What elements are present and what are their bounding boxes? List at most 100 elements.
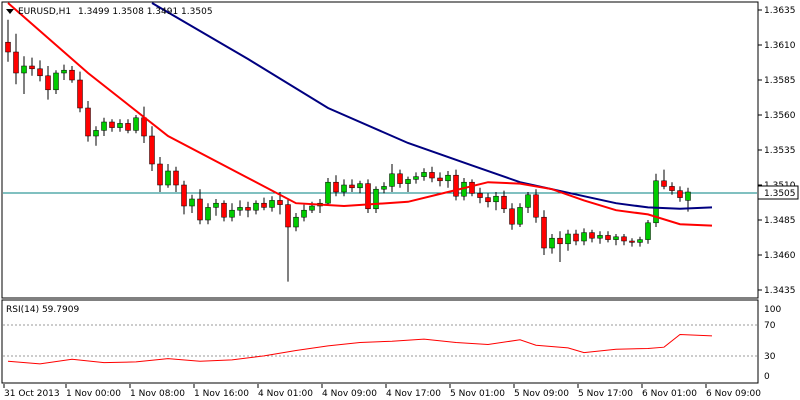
candle-bull xyxy=(413,176,419,180)
candle-bull xyxy=(229,209,235,218)
candle-bear xyxy=(109,121,115,128)
candle-bear xyxy=(5,41,11,53)
candle-bull xyxy=(93,130,99,137)
candle-bear xyxy=(277,200,283,205)
current-price-marker xyxy=(757,185,799,200)
candle-bear xyxy=(173,170,179,186)
candle-bear xyxy=(77,79,83,109)
candle-bull xyxy=(685,191,691,201)
price-tick-label: 1.3435 xyxy=(764,286,796,296)
candle-bull xyxy=(213,202,219,208)
candle-bull xyxy=(525,194,531,208)
candle-bull xyxy=(597,235,603,239)
candle-bear xyxy=(197,198,203,221)
time-tick: 31 Oct 2013 xyxy=(3,384,60,399)
candle-bear xyxy=(589,232,595,239)
time-tick-label: 4 Nov 01:00 xyxy=(258,389,313,399)
candle-bull xyxy=(53,72,59,91)
candle-bull xyxy=(653,180,659,224)
rsi-panel[interactable]: RSI(14) 59.7909 xyxy=(1,299,759,384)
candle-bear xyxy=(125,123,131,131)
price-tick-label: 1.3585 xyxy=(764,76,796,86)
candle-bear xyxy=(45,75,51,91)
candle-bear xyxy=(509,208,515,225)
candle-bear xyxy=(541,216,547,249)
candle-bull xyxy=(493,195,499,203)
time-tick-label: 5 Nov 09:00 xyxy=(514,389,569,399)
rsi-tick-label: 70 xyxy=(764,321,776,331)
candle-bear xyxy=(621,236,627,242)
candle-bull xyxy=(61,69,67,74)
candles-layer xyxy=(5,19,691,282)
candle-bear xyxy=(661,180,667,187)
candle-bear xyxy=(365,183,371,210)
candle-bull xyxy=(341,184,347,193)
candle-bear xyxy=(501,195,507,210)
candle-bear xyxy=(557,237,563,245)
price-tick-label: 1.3610 xyxy=(764,41,796,51)
candle-bear xyxy=(397,173,403,184)
candle-bull xyxy=(549,237,555,249)
price-tick-1585: 1.3585 xyxy=(758,76,796,86)
candle-bear xyxy=(437,177,443,182)
rsi-title: RSI(14) 59.7909 xyxy=(6,305,79,315)
candle-bull xyxy=(325,181,331,204)
candle-bull xyxy=(613,236,619,240)
candle-bear xyxy=(37,68,43,77)
rsi-tick-label: 0 xyxy=(764,372,770,382)
candle-bear xyxy=(453,174,459,197)
candle-bear xyxy=(285,204,291,228)
candle-bull xyxy=(421,172,427,177)
candle-bull xyxy=(301,209,307,218)
time-tick-label: 5 Nov 01:00 xyxy=(450,389,505,399)
candle-bull xyxy=(389,173,395,187)
time-tick-label: 4 Nov 17:00 xyxy=(386,389,441,399)
time-tick: 5 Nov 09:00 xyxy=(513,384,569,399)
price-panel-frame xyxy=(1,1,759,299)
candle-bear xyxy=(573,233,579,242)
candle-bear xyxy=(69,69,75,81)
candle-bear xyxy=(245,207,251,211)
candle-bear xyxy=(149,135,155,165)
candle-bull xyxy=(269,200,275,208)
rsi-tick-label: 30 xyxy=(764,352,776,362)
time-tick-label: 5 Nov 17:00 xyxy=(578,389,633,399)
time-tick-label: 1 Nov 16:00 xyxy=(194,389,249,399)
time-tick: 4 Nov 17:00 xyxy=(385,384,441,399)
candle-bull xyxy=(253,202,259,211)
triangle-down-icon[interactable] xyxy=(6,9,14,14)
candle-bear xyxy=(261,202,267,208)
candle-bull xyxy=(565,233,571,245)
time-tick: 1 Nov 08:00 xyxy=(129,384,185,399)
candle-bull xyxy=(101,121,107,131)
candle-bull xyxy=(373,188,379,210)
price-tick-1610: 1.3610 xyxy=(758,41,796,51)
candle-bull xyxy=(165,170,171,186)
time-tick: 5 Nov 17:00 xyxy=(577,384,633,399)
candle-bear xyxy=(333,181,339,193)
candle-bear xyxy=(669,186,675,191)
time-tick: 4 Nov 09:00 xyxy=(321,384,377,399)
candle-bull xyxy=(237,207,243,211)
time-axis: 31 Oct 2013 1 Nov 00:00 1 Nov 08:00 1 No… xyxy=(3,384,761,399)
candle-bear xyxy=(469,181,475,194)
candle-bear xyxy=(13,51,19,74)
candle-bull xyxy=(189,198,195,207)
rsi-line xyxy=(7,333,713,365)
rsi-axis: 100 70 30 0 xyxy=(764,305,781,382)
candle-bull xyxy=(21,65,27,74)
time-tick-label: 1 Nov 00:00 xyxy=(66,389,121,399)
candle-bull xyxy=(645,222,651,240)
price-panel[interactable] xyxy=(1,1,759,299)
candle-bull xyxy=(205,207,211,221)
price-tick-1460: 1.3460 xyxy=(758,251,796,261)
candle-bear xyxy=(181,184,187,207)
candle-bull xyxy=(637,239,643,243)
candle-bear xyxy=(349,184,355,189)
price-tick-label: 1.3485 xyxy=(764,216,796,226)
candle-bear xyxy=(629,240,635,243)
candle-bull xyxy=(405,179,411,184)
candle-bull xyxy=(309,205,315,211)
candle-bear xyxy=(141,117,147,137)
symbol-label: EURUSD,H1 xyxy=(18,7,71,17)
